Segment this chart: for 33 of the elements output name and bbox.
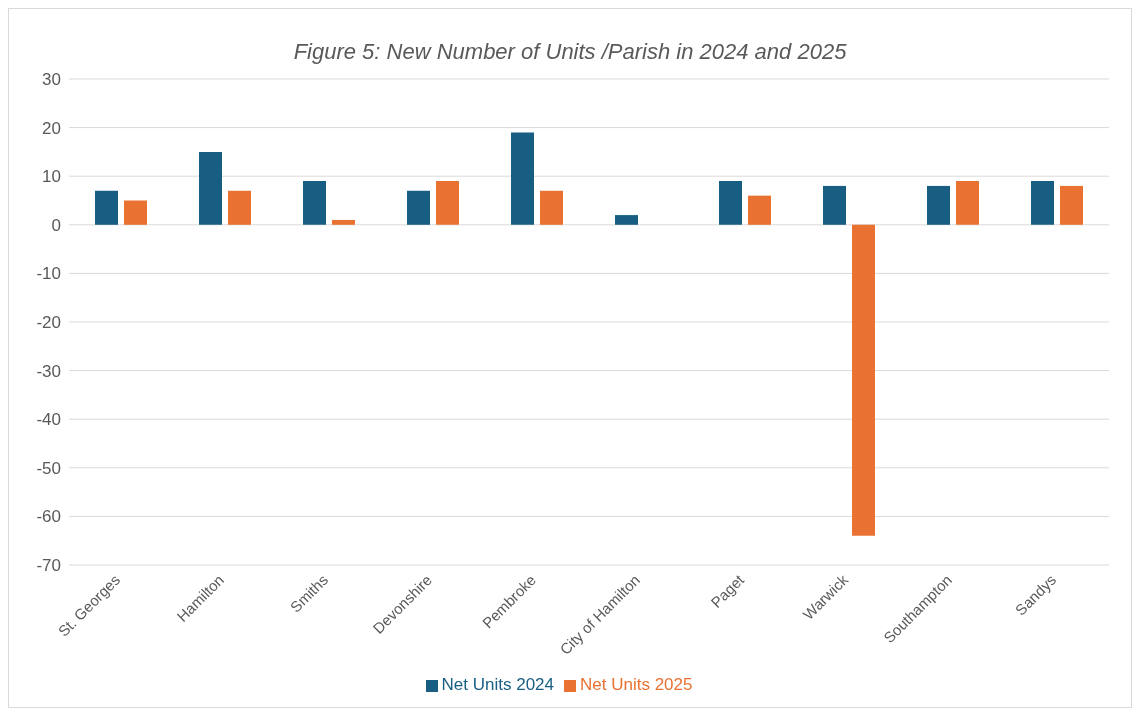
y-tick-label: -60 bbox=[36, 507, 61, 527]
bar bbox=[615, 215, 638, 225]
bar bbox=[95, 190, 118, 225]
legend-label: Net Units 2025 bbox=[580, 675, 693, 694]
y-tick-label: 30 bbox=[42, 70, 61, 90]
bar bbox=[852, 224, 875, 536]
y-tick-label: -40 bbox=[36, 410, 61, 430]
legend-label: Net Units 2024 bbox=[441, 675, 554, 694]
bar bbox=[436, 181, 459, 225]
bar bbox=[1060, 185, 1083, 225]
y-tick-label: 20 bbox=[42, 118, 61, 138]
y-tick-label: 0 bbox=[51, 215, 61, 235]
bar bbox=[228, 190, 251, 225]
bar bbox=[332, 219, 355, 225]
y-tick-label: 10 bbox=[42, 167, 61, 187]
y-tick-label: -70 bbox=[36, 556, 61, 576]
y-tick-label: -20 bbox=[36, 313, 61, 333]
bar bbox=[124, 200, 147, 225]
bar bbox=[956, 181, 979, 225]
bar bbox=[511, 132, 534, 225]
bar bbox=[927, 185, 950, 225]
bar bbox=[748, 195, 771, 225]
bar bbox=[407, 190, 430, 225]
bar bbox=[303, 181, 326, 225]
bar bbox=[719, 181, 742, 225]
bar bbox=[1031, 181, 1054, 225]
y-tick-label: -10 bbox=[36, 264, 61, 284]
chart-title: Figure 5: New Number of Units /Parish in 2024 and 2025 bbox=[292, 38, 848, 66]
bar bbox=[199, 151, 222, 225]
bar bbox=[823, 185, 846, 225]
y-tick-label: -50 bbox=[36, 458, 61, 478]
bar bbox=[540, 190, 563, 225]
y-tick-label: -30 bbox=[36, 361, 61, 381]
